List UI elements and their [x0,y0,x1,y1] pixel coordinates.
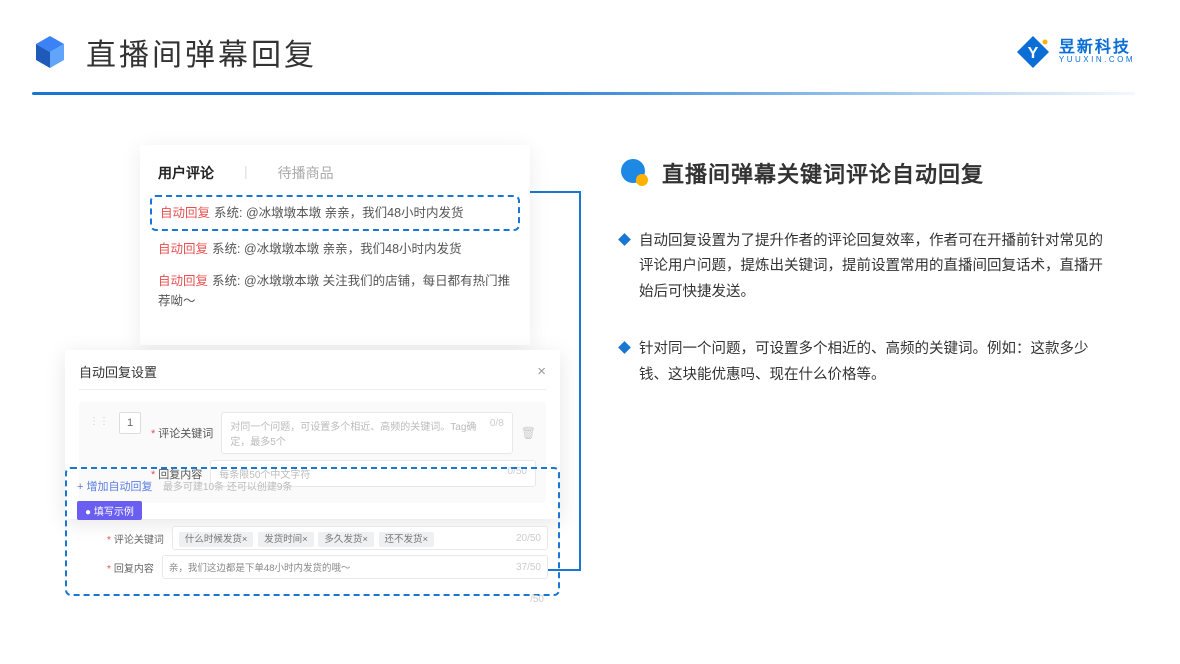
char-count: 0/8 [490,418,504,448]
cube-icon [32,34,68,70]
ex-reply-input[interactable]: 亲，我们这边都是下单48小时内发货的哦～ 37/50 [162,555,548,579]
drag-handle-icon[interactable]: ⋮⋮ [89,412,109,427]
diamond-bullet-icon [618,341,631,354]
logo-cn: 昱新科技 [1059,39,1135,57]
chat-bubble-icon [620,158,650,188]
diamond-bullet-icon [618,233,631,246]
add-row: + 增加自动回复 最多可建10条 还可以创建9条 [77,477,548,495]
page-header: 直播间弹幕回复 Y 昱新科技 YUUXIN.COM [0,0,1180,84]
below-count: /50 [65,594,560,605]
settings-title: 自动回复设置 [79,362,157,381]
kw-tag[interactable]: 多久发货× [318,532,374,547]
keyword-label: *评论关键词 [151,425,213,441]
tab-separator: | [244,163,248,183]
add-note: 最多可建10条 还可以创建9条 [163,482,292,493]
settings-title-row: 自动回复设置 × [79,362,546,390]
keyword-input[interactable]: 对同一个问题，可设置多个相近、高频的关键词。Tag确定，最多5个 0/8 [221,412,512,454]
kw-tag[interactable]: 还不发货× [379,532,435,547]
brand-logo: Y 昱新科技 YUUXIN.COM [1015,34,1135,70]
section-header: 直播间弹幕关键词评论自动回复 [620,157,1135,189]
char-count: 20/50 [516,533,541,544]
kw-tag[interactable]: 什么时候发货× [179,532,254,547]
example-highlight: + 增加自动回复 最多可建10条 还可以创建9条 ● 填写示例 *评论关键词 什… [65,467,560,596]
reply-value: 亲，我们这边都是下单48小时内发货的哦～ [169,560,351,574]
logo-icon: Y [1015,34,1051,70]
section-title: 直播间弹幕关键词评论自动回复 [662,157,984,189]
svg-text:Y: Y [1028,45,1039,62]
reply-text: 系统: @冰墩墩本墩 亲亲，我们48小时内发货 [214,206,464,220]
auto-reply-tag: 自动回复 [160,206,210,220]
comments-card: 用户评论 | 待播商品 自动回复系统: @冰墩墩本墩 亲亲，我们48小时内发货 … [140,145,530,345]
keyword-row: *评论关键词 对同一个问题，可设置多个相近、高频的关键词。Tag确定，最多5个 … [151,412,536,454]
reply-text: 系统: @冰墩墩本墩 关注我们的店铺，每日都有热门推荐呦～ [158,274,510,308]
ex-reply-label: *回复内容 [107,560,154,575]
close-icon[interactable]: × [537,363,546,380]
placeholder: 对同一个问题，可设置多个相近、高频的关键词。Tag确定，最多5个 [230,418,490,448]
logo-en: YUUXIN.COM [1059,56,1135,65]
add-auto-reply-link[interactable]: + 增加自动回复 [77,481,152,493]
tab-products[interactable]: 待播商品 [278,163,334,183]
highlighted-reply: 自动回复系统: @冰墩墩本墩 亲亲，我们48小时内发货 [150,195,520,231]
tabs: 用户评论 | 待播商品 [158,163,512,183]
bullet-text: 针对同一个问题，可设置多个相近的、高频的关键词。例如：这款多少钱、这块能优惠吗、… [639,337,1115,388]
bullet-item: 针对同一个问题，可设置多个相近的、高频的关键词。例如：这款多少钱、这块能优惠吗、… [620,337,1135,388]
header-left: 直播间弹幕回复 [32,30,317,74]
char-count: 37/50 [516,562,541,573]
example-keyword-row: *评论关键词 什么时候发货× 发货时间× 多久发货× 还不发货× 20/50 [107,526,548,550]
ex-kw-label: *评论关键词 [107,531,164,546]
reply-row: 自动回复系统: @冰墩墩本墩 关注我们的店铺，每日都有热门推荐呦～ [158,271,512,311]
example-reply-row: *回复内容 亲，我们这边都是下单48小时内发货的哦～ 37/50 [107,555,548,579]
auto-reply-tag: 自动回复 [158,274,208,288]
trash-icon[interactable]: 🗑 [521,426,536,440]
kw-tag[interactable]: 发货时间× [258,532,314,547]
example-card-wrap: + 增加自动回复 最多可建10条 还可以创建9条 ● 填写示例 *评论关键词 什… [65,467,560,605]
example-badge: ● 填写示例 [77,501,142,520]
reply-row: 自动回复系统: @冰墩墩本墩 亲亲，我们48小时内发货 [160,203,510,223]
page-title: 直播间弹幕回复 [86,30,317,74]
tab-comments[interactable]: 用户评论 [158,163,214,183]
bullet-text: 自动回复设置为了提升作者的评论回复效率，作者可在开播前针对常见的评论用户问题，提… [639,229,1115,305]
bullet-item: 自动回复设置为了提升作者的评论回复效率，作者可在开播前针对常见的评论用户问题，提… [620,229,1135,305]
ex-kw-input[interactable]: 什么时候发货× 发货时间× 多久发货× 还不发货× 20/50 [172,526,548,550]
index-box: 1 [119,412,141,434]
auto-reply-tag: 自动回复 [158,242,208,256]
screenshot-stack: 用户评论 | 待播商品 自动回复系统: @冰墩墩本墩 亲亲，我们48小时内发货 … [65,145,565,420]
reply-row: 自动回复系统: @冰墩墩本墩 亲亲，我们48小时内发货 [158,239,512,259]
description-column: 直播间弹幕关键词评论自动回复 自动回复设置为了提升作者的评论回复效率，作者可在开… [620,145,1135,420]
reply-text: 系统: @冰墩墩本墩 亲亲，我们48小时内发货 [212,242,462,256]
